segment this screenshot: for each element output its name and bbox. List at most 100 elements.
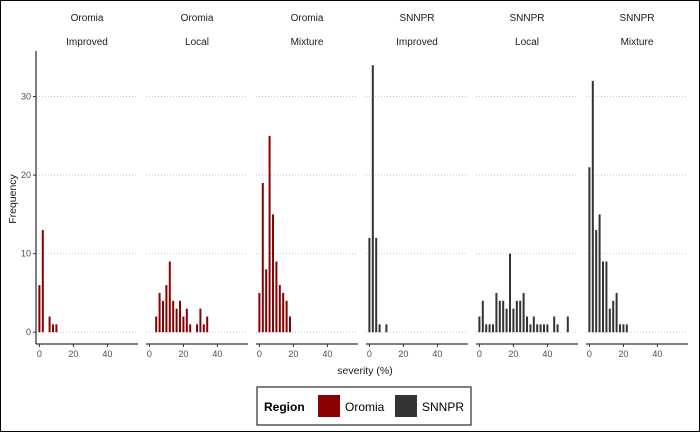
facet-region-label: Oromia — [291, 13, 324, 24]
histogram-bar — [375, 237, 378, 333]
facet-panel: Oromia Local 0 20 40 — [146, 13, 248, 359]
histogram-bar — [543, 324, 545, 333]
histogram-bar — [619, 324, 621, 333]
histogram-bar — [278, 285, 281, 333]
histogram-bar — [282, 292, 285, 333]
histogram-bar — [206, 316, 209, 333]
histogram-bar — [199, 308, 202, 333]
histogram-bar — [602, 261, 604, 333]
x-tick-label: 40 — [652, 349, 662, 359]
facet-variety-label: Local — [515, 37, 539, 48]
legend-label-oromia: Oromia — [345, 400, 385, 414]
y-tick-label: 0 — [26, 327, 31, 337]
histogram-bar — [185, 308, 188, 333]
facet-variety-label: Mixture — [291, 37, 324, 48]
histogram-bar — [265, 269, 268, 333]
histogram-bar — [55, 324, 58, 333]
histogram-bar — [485, 324, 488, 333]
histogram-bar — [289, 316, 291, 333]
x-tick-label: 40 — [322, 349, 332, 359]
facet-variety-label: Mixture — [621, 37, 654, 48]
x-tick-label: 40 — [212, 349, 222, 359]
x-tick-label: 40 — [102, 349, 112, 359]
histogram-bar — [371, 65, 374, 333]
facet-variety-label: Improved — [66, 37, 108, 48]
histogram-bar — [519, 300, 522, 333]
histogram-bar — [539, 324, 542, 333]
histogram-bar — [41, 230, 44, 333]
x-tick-label: 0 — [37, 349, 42, 359]
histogram-bar — [505, 308, 508, 333]
x-tick-label: 40 — [432, 349, 442, 359]
histogram-bar — [165, 285, 168, 333]
histogram-bar — [162, 300, 164, 333]
histogram-bar — [285, 300, 288, 333]
x-tick-label: 20 — [618, 349, 628, 359]
facet-region-label: SNNPR — [619, 13, 654, 24]
histogram-bar — [495, 292, 498, 333]
histogram-bar — [258, 292, 261, 333]
x-tick-label: 40 — [542, 349, 552, 359]
histogram-bar — [202, 324, 205, 333]
histogram-bar — [172, 300, 175, 333]
x-tick-label: 20 — [508, 349, 518, 359]
x-tick-label: 0 — [477, 349, 482, 359]
facet-variety-label: Local — [185, 37, 209, 48]
histogram-bar — [189, 324, 192, 333]
histogram-bar — [268, 135, 271, 333]
histogram-bar — [588, 167, 591, 333]
histogram-bar — [612, 300, 615, 333]
histogram-bar — [622, 324, 625, 333]
x-tick-label: 20 — [68, 349, 78, 359]
histogram-bar — [546, 324, 549, 333]
histogram-bar — [272, 214, 274, 333]
x-tick-label: 20 — [288, 349, 298, 359]
histogram-bar — [261, 182, 264, 333]
histogram-bar — [48, 316, 51, 333]
histogram-bar — [158, 292, 161, 333]
histogram-bar — [595, 230, 598, 333]
y-axis-title: Frequency — [7, 173, 19, 223]
histogram-bar — [553, 316, 556, 333]
histogram-bar — [498, 300, 501, 333]
histogram-bar — [182, 316, 185, 333]
histogram-bar — [155, 316, 158, 333]
facet-panel: Oromia Mixture 0 20 40 — [256, 13, 358, 359]
histogram-bar — [378, 324, 381, 333]
legend-key-oromia — [318, 395, 340, 417]
histogram-bar — [168, 261, 171, 333]
histogram-bar — [38, 285, 41, 333]
facet-region-label: Oromia — [181, 13, 214, 24]
histogram-bar — [52, 324, 54, 333]
histogram-bar — [532, 316, 535, 333]
facet-region-label: Oromia — [71, 13, 104, 24]
y-tick-label: 20 — [21, 170, 31, 180]
histogram-bar — [492, 324, 494, 333]
histogram-bar — [502, 300, 505, 333]
facet-panel: Oromia Improved 0 20 40 0 10 20 30 — [21, 13, 138, 359]
histogram-bar — [605, 261, 608, 333]
histogram-bar — [175, 308, 178, 333]
histogram-bar — [368, 237, 371, 333]
x-tick-label: 20 — [398, 349, 408, 359]
histogram-bar — [566, 316, 569, 333]
histogram-bar — [598, 214, 601, 333]
histogram-bar — [481, 300, 484, 333]
legend: Region Oromia SNNPR — [256, 386, 472, 426]
histogram-bar — [512, 308, 515, 333]
histogram-bar — [488, 324, 491, 333]
y-tick-label: 10 — [21, 249, 31, 259]
x-tick-label: 0 — [147, 349, 152, 359]
facet-panel: SNNPR Local 0 20 40 — [476, 13, 578, 359]
histogram-bar — [515, 300, 518, 333]
x-tick-label: 0 — [367, 349, 372, 359]
histogram-bar — [385, 324, 388, 333]
legend-title: Region — [264, 400, 305, 414]
histogram-bar — [625, 324, 628, 333]
histogram-bar — [509, 253, 511, 333]
x-tick-label: 0 — [587, 349, 592, 359]
x-tick-label: 20 — [178, 349, 188, 359]
histogram-bar — [615, 292, 618, 333]
